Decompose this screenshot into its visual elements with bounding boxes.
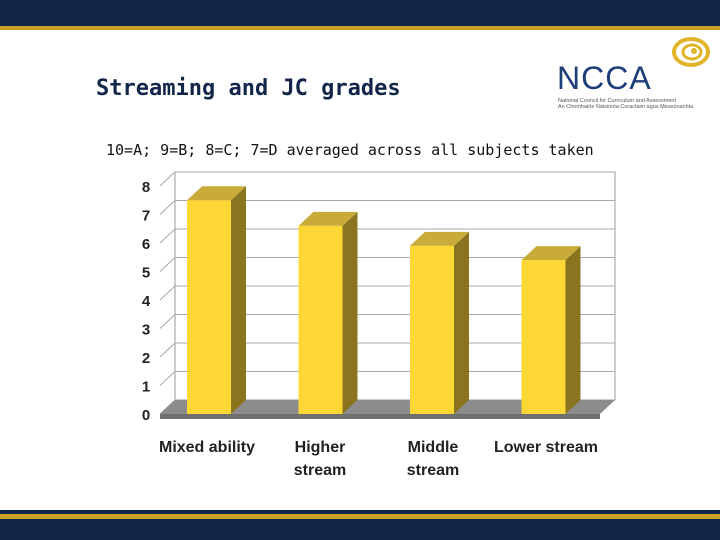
gridline-side: [159, 200, 176, 215]
bar-top: [521, 246, 581, 261]
top-band: [0, 0, 720, 26]
chart-floor-edge: [160, 414, 600, 419]
logo-subtitle-en: National Council for Curriculum and Asse…: [558, 98, 676, 104]
bar: [187, 200, 231, 414]
logo-swirl-icon: [672, 37, 710, 67]
gridline-side: [159, 342, 176, 358]
bar-top: [298, 211, 358, 226]
bar-top: [187, 186, 246, 201]
y-tick-label: 4: [142, 293, 151, 310]
gridline-side: [159, 371, 176, 386]
bar: [410, 245, 454, 414]
chart-floor: [160, 400, 615, 414]
bar-top: [410, 231, 469, 246]
x-tick-label: Mixed ability: [159, 439, 255, 456]
bar-side: [231, 186, 246, 414]
logo-subtitle-ga: An Chomhairle Náisiúnta Curaclaim agus M…: [558, 104, 694, 110]
bar-side: [454, 231, 469, 414]
bottom-accent-line: [0, 514, 720, 519]
bar: [298, 225, 343, 414]
bar: [521, 260, 566, 414]
x-tick-label: Middle stream: [407, 439, 459, 479]
gridline-side: [159, 314, 176, 329]
y-tick-label: 7: [142, 208, 150, 225]
ncca-logo: NCCA National Council for Curriculum and…: [555, 34, 715, 110]
gridline-side: [159, 228, 176, 244]
y-tick-label: 2: [142, 350, 150, 367]
y-tick-label: 1: [142, 379, 150, 396]
bar-side: [342, 211, 358, 414]
gridline-side: [159, 171, 176, 187]
y-tick-label: 3: [142, 322, 150, 339]
gridline-side: [159, 257, 176, 272]
y-tick-label: 6: [142, 236, 150, 253]
page-title: Streaming and JC grades: [96, 76, 401, 101]
x-tick-label: Lower stream: [494, 439, 598, 456]
gridline-side: [159, 285, 176, 301]
logo-word: NCCA: [557, 60, 652, 96]
bar-side: [565, 246, 581, 414]
x-tick-label: Higher stream: [294, 439, 346, 479]
y-tick-label: 8: [142, 179, 150, 196]
page-subtitle: 10=A; 9=B; 8=C; 7=D averaged across all …: [106, 141, 594, 159]
top-accent-line: [0, 26, 720, 30]
y-tick-label: 0: [142, 407, 150, 424]
y-tick-label: 5: [142, 265, 150, 282]
